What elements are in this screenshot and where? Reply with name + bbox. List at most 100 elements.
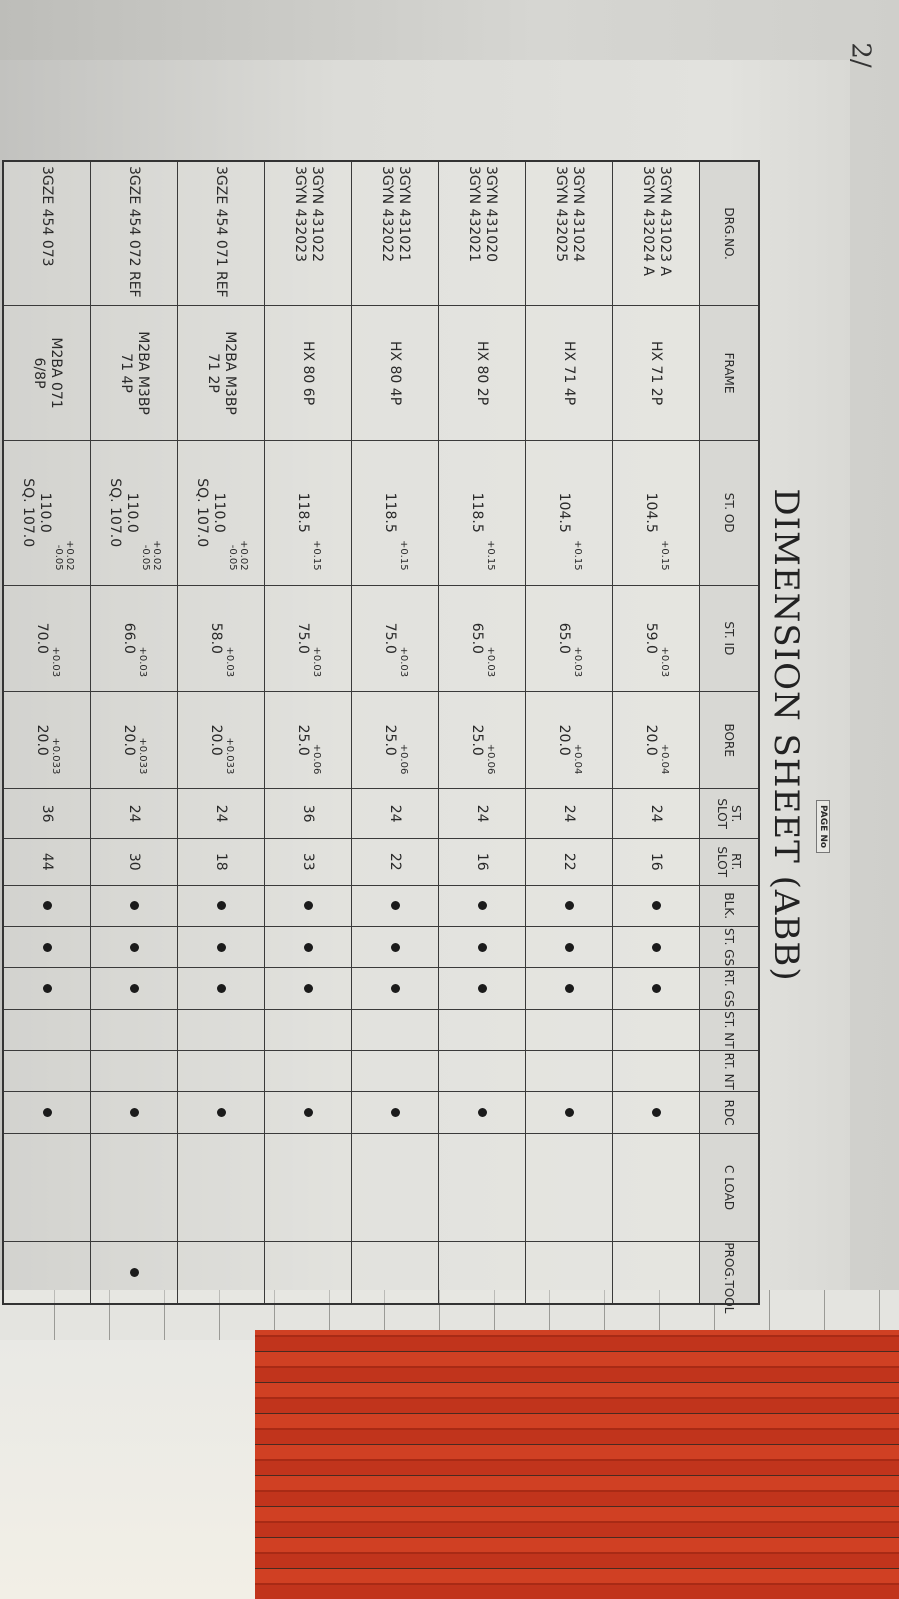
dimension-value: 25.0 [382, 724, 398, 756]
st-gs-cell [264, 926, 352, 968]
st-od-cell: +0.15 118.5 [351, 440, 439, 586]
drg-number: 3GYN 431022 [309, 166, 325, 262]
column-header: RDC [699, 1091, 759, 1134]
tolerance: +0.15 [485, 539, 496, 571]
drg-number: 3GYN 431023 A [657, 166, 673, 277]
bore-cell: +0.04 20.0 [612, 691, 700, 789]
check-dot-icon [304, 942, 314, 952]
rt-nt-cell [90, 1050, 178, 1092]
frame-value: HX 71 2P [648, 340, 665, 406]
st-od-cell: +0.15 104.5 [612, 440, 700, 586]
frame-value: M2BA M3BP [135, 331, 151, 415]
dimension-value: 65.0 [556, 622, 572, 654]
drg-number: 3GZE 454 071 REF [213, 166, 230, 298]
check-dot-icon [391, 983, 401, 993]
slot-count: 18 [213, 852, 230, 871]
bore-cell: +0.06 25.0 [351, 691, 439, 789]
dimension-value: 20.0 [208, 724, 224, 756]
dimension-sheet: DIMENSION SHEET (ABB) DRG.NO. FRAME ST. OD… [0, 160, 812, 1313]
slot-count: 24 [387, 804, 404, 823]
tolerance: +0.06 [485, 743, 496, 775]
st-od-cell: +0.15 104.5 [525, 440, 613, 586]
c-load-cell [351, 1133, 439, 1242]
check-dot-icon [304, 1108, 314, 1118]
st-id-cell: +0.03 65.0 [525, 585, 613, 692]
slot-count: 36 [39, 804, 56, 823]
prog-tool-cell [264, 1241, 352, 1304]
check-dot-icon [391, 901, 401, 911]
rt-nt-cell [177, 1050, 265, 1092]
rdc-cell [351, 1091, 439, 1134]
dimension-value: 25.0 [469, 724, 485, 756]
dimension-value: 104.5 [556, 492, 572, 533]
dimension-value: SQ. 107.0 [107, 478, 123, 548]
check-dot-icon [217, 942, 227, 952]
table-row: 3GYN 431022 3GYN 432023 HX 80 6P +0.15 118.5… [264, 161, 352, 1304]
bore-cell: +0.06 25.0 [264, 691, 352, 789]
frame-cell: HX 71 4P [525, 305, 613, 441]
rt-slot-cell: 18 [177, 838, 265, 886]
bore-cell: +0.04 20.0 [525, 691, 613, 789]
slot-count: 16 [474, 852, 491, 871]
prog-tool-cell [177, 1241, 265, 1304]
frame-cell: HX 80 4P [351, 305, 439, 441]
drg-number-cell: 3GYN 431023 A 3GYN 432024 A [612, 161, 700, 306]
frame-cell: M2BA 071 6/8P [3, 305, 91, 441]
dimension-value: 20.0 [34, 724, 50, 756]
st-gs-cell [438, 926, 526, 968]
tolerance: +0.15 [311, 539, 322, 571]
frame-cell: HX 80 2P [438, 305, 526, 441]
dimension-value: 25.0 [295, 724, 311, 756]
column-header: C LOAD [699, 1133, 759, 1242]
tolerance: +0.15 [398, 539, 409, 571]
st-slot-cell: 24 [90, 788, 178, 839]
check-dot-icon [217, 901, 227, 911]
drg-number-cell: 3GYN 431020 3GYN 432021 [438, 161, 526, 306]
dimension-value: 70.0 [34, 622, 50, 654]
column-header: BORE [699, 691, 759, 789]
dimension-value: 110.0 [37, 492, 53, 533]
st-gs-cell [90, 926, 178, 968]
blk-cell [90, 885, 178, 927]
st-od-cell: +0.15 118.5 [264, 440, 352, 586]
tolerance: +0.033 [50, 737, 61, 775]
st-od-cell: +0.15 118.5 [438, 440, 526, 586]
st-slot-cell: 36 [3, 788, 91, 839]
st-nt-cell [90, 1009, 178, 1051]
dimension-value: 118.5 [382, 492, 398, 533]
dimension-value: 118.5 [295, 492, 311, 533]
frame-value: HX 80 2P [474, 340, 491, 406]
slot-count: 33 [300, 852, 317, 871]
bore-cell: +0.033 20.0 [3, 691, 91, 789]
tolerance: +0.04 [659, 743, 670, 775]
drg-number-cell: 3GZE 454 073 [3, 161, 91, 306]
tolerance: +0.03 [50, 646, 61, 678]
st-nt-cell [438, 1009, 526, 1051]
st-nt-cell [3, 1009, 91, 1051]
drg-number-cell: 3GZE 454 071 REF [177, 161, 265, 306]
c-load-cell [177, 1133, 265, 1242]
tolerance: +0.03 [572, 646, 583, 678]
blk-cell [264, 885, 352, 927]
rdc-cell [264, 1091, 352, 1134]
drg-number-cell: 3GYN 431021 3GYN 432022 [351, 161, 439, 306]
slot-count: 44 [39, 852, 56, 871]
dimension-value: 20.0 [643, 724, 659, 756]
slot-count: 24 [561, 804, 578, 823]
check-dot-icon [565, 983, 575, 993]
slot-count: 24 [213, 804, 230, 823]
frame-value: M2BA 071 [48, 337, 64, 409]
table-row: 3GZE 454 073 M2BA 071 6/8P +0.02 -0.05 110.0 S… [3, 161, 91, 1304]
rt-nt-cell [612, 1050, 700, 1092]
dimension-value: 118.5 [469, 492, 485, 533]
check-dot-icon [478, 983, 488, 993]
check-dot-icon [43, 983, 53, 993]
rt-nt-cell [264, 1050, 352, 1092]
tolerance: +0.15 [572, 539, 583, 571]
rdc-cell [3, 1091, 91, 1134]
drg-number: 3GZE 454 072 REF [126, 166, 143, 298]
column-header: RT. GS [699, 967, 759, 1010]
frame-cell: M2BA M3BP 71 4P [90, 305, 178, 441]
tolerance: +0.06 [398, 743, 409, 775]
check-dot-icon [391, 1108, 401, 1118]
